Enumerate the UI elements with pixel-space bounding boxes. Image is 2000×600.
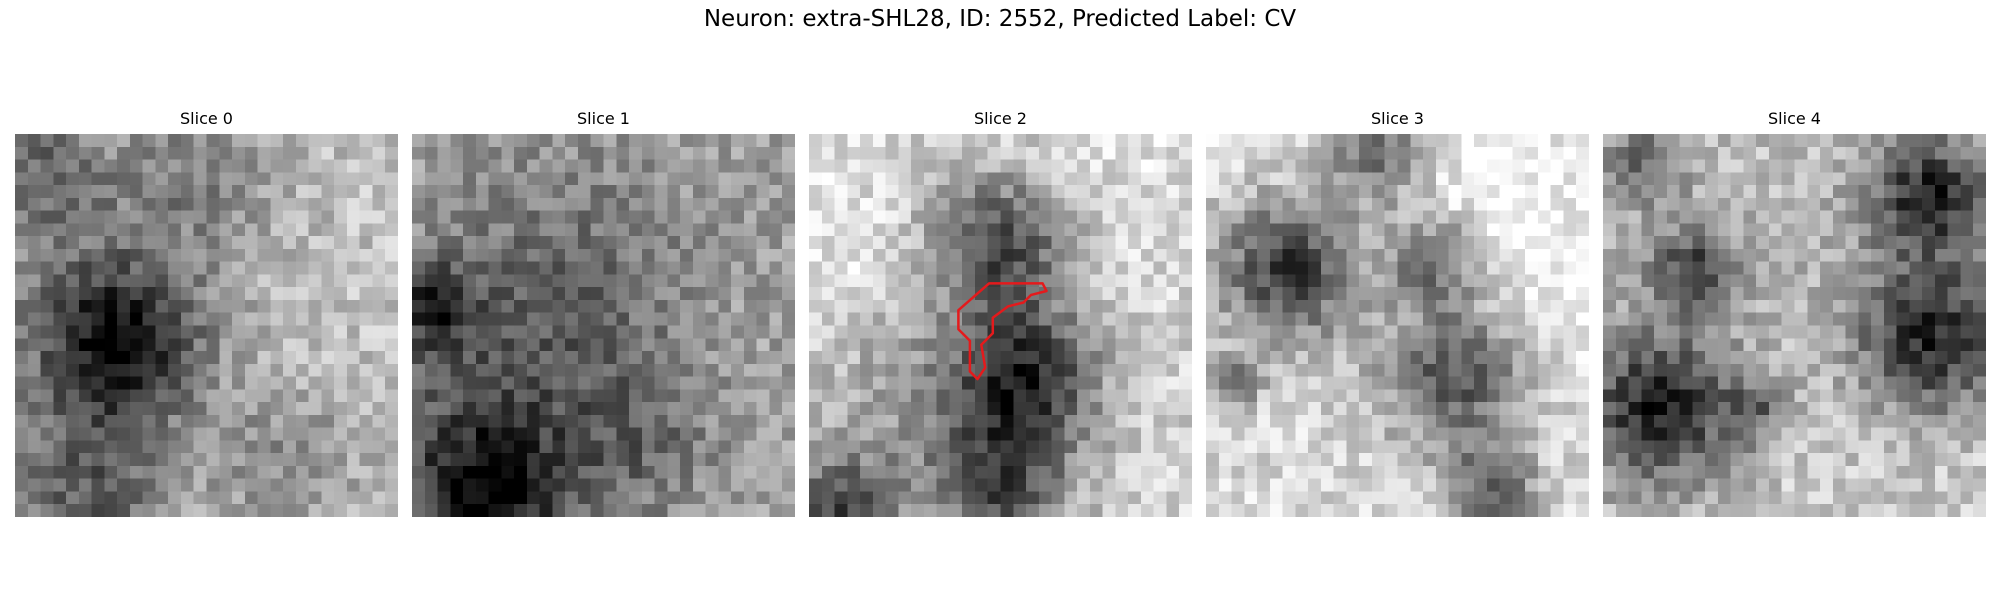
slice-image-0 — [15, 134, 398, 517]
slice-title-0: Slice 0 — [180, 109, 233, 128]
slice-panel-0: Slice 0 — [15, 105, 398, 517]
slice-image-4 — [1603, 134, 1986, 517]
slice-image-1 — [412, 134, 795, 517]
slice-title-4: Slice 4 — [1768, 109, 1821, 128]
slice-panel-4: Slice 4 — [1603, 105, 1986, 517]
slice-title-3: Slice 3 — [1371, 109, 1424, 128]
slice-title-2: Slice 2 — [974, 109, 1027, 128]
slice-panel-3: Slice 3 — [1206, 105, 1589, 517]
slice-panel-2: Slice 2 — [809, 105, 1192, 517]
figure-title: Neuron: extra-SHL28, ID: 2552, Predicted… — [703, 6, 1297, 32]
slice-title-1: Slice 1 — [577, 109, 630, 128]
slice-panel-1: Slice 1 — [412, 105, 795, 517]
slice-image-3 — [1206, 134, 1589, 517]
slice-image-2 — [809, 134, 1192, 517]
